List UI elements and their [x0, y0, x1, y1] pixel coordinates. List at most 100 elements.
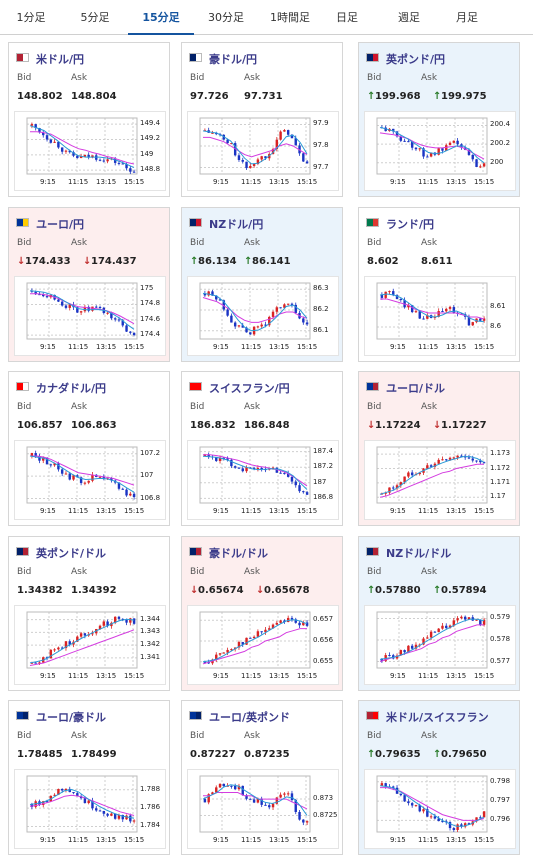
rate-card[interactable]: 豪ドル/円 Bid Ask 97.726 97.731 97.9 97.8 97.7 9:15 1… — [181, 42, 343, 197]
candle-body — [60, 469, 64, 474]
candle-body — [45, 457, 49, 465]
ask-label: Ask — [421, 567, 438, 577]
candle-body — [437, 148, 440, 155]
x-tick-label: 9:15 — [40, 672, 56, 680]
candlestick-chart[interactable]: 8.61 8.6 9:15 11:15 13:15 15:15 — [364, 276, 516, 356]
candlestick-chart[interactable]: 86.3 86.2 86.1 9:15 11:15 13:15 15:15 — [187, 276, 339, 356]
rate-card[interactable]: スイスフラン/円 Bid Ask 186.832 186.848 187.4 187.2 18… — [181, 371, 343, 526]
candle-body — [113, 318, 117, 320]
candlestick-chart[interactable]: 187.4 187.2 187 186.8 9:15 11:15 13:15 15:15 — [187, 440, 339, 520]
rate-card[interactable]: ユーロ/英ポンド Bid Ask 0.87227 0.87235 0.873 0.8725 9… — [181, 700, 343, 855]
x-tick-label: 9:15 — [40, 507, 56, 515]
rate-card[interactable]: ユーロ/ドル Bid Ask ↓ 1.17224 ↓ 1.17227 1.173 1.172 1.… — [358, 371, 520, 526]
candle-body — [110, 478, 113, 481]
tab-6[interactable]: 週足 — [398, 11, 420, 24]
candlestick-chart[interactable]: 107.2 107 106.8 9:15 11:15 13:15 15:15 — [14, 440, 166, 520]
candle-body — [294, 619, 297, 623]
rate-card[interactable]: ユーロ/円 Bid Ask ↓ 174.433 ↓ 174.437 175 174.8 174.6… — [8, 207, 170, 362]
rate-card[interactable]: 英ポンド/円 Bid Ask ↑ 199.968 ↑ 199.975 200.4 200.2 20… — [358, 42, 520, 197]
pair-name[interactable]: ユーロ/円 — [36, 218, 85, 231]
rate-card[interactable]: ユーロ/豪ドル Bid Ask 1.78485 1.78499 1.788 1.786 1.7… — [8, 700, 170, 855]
candlestick-chart[interactable]: 0.798 0.797 0.796 9:15 11:15 13:15 15:15 — [364, 769, 516, 849]
pair-name[interactable]: 豪ドル/円 — [209, 53, 258, 66]
candle-body — [132, 332, 136, 336]
rate-card[interactable]: 豪ドル/ドル Bid Ask ↓ 0.65674 ↓ 0.65678 0.657 0.656 0.… — [181, 536, 343, 691]
bid-value: 1.34382 — [17, 585, 63, 596]
tab-3[interactable]: 30分足 — [208, 11, 244, 24]
candle-body — [68, 473, 71, 480]
chart-plot — [376, 117, 488, 175]
pair-name[interactable]: ユーロ/英ポンド — [209, 711, 291, 724]
ask-label: Ask — [421, 238, 438, 248]
candle-body — [95, 808, 98, 811]
candle-body — [441, 311, 444, 313]
tab-4[interactable]: 1時間足 — [270, 11, 310, 24]
candlestick-chart[interactable]: 97.9 97.8 97.7 9:15 11:15 13:15 15:15 — [187, 111, 339, 191]
candlestick-chart[interactable]: 0.873 0.8725 9:15 11:15 13:15 15:15 — [187, 769, 339, 849]
bid-label: Bid — [367, 402, 382, 412]
moving-average-short — [29, 125, 135, 169]
pair-name[interactable]: NZドル/ドル — [386, 547, 452, 560]
candle-body — [283, 130, 286, 132]
y-tick-label: 149.2 — [140, 134, 161, 143]
pair-name[interactable]: ランド/円 — [386, 218, 435, 231]
tab-7[interactable]: 月足 — [456, 11, 478, 24]
tab-2[interactable]: 15分足 — [128, 0, 194, 35]
pair-name[interactable]: スイスフラン/円 — [209, 382, 290, 395]
flag-icon — [366, 711, 379, 720]
pair-name[interactable]: 米ドル/円 — [36, 53, 85, 66]
pair-name[interactable]: 米ドル/スイスフラン — [386, 711, 489, 724]
rate-card[interactable]: 米ドル/スイスフラン Bid Ask ↑ 0.79635 ↑ 0.79650 0.798 0.7… — [358, 700, 520, 855]
candlestick-chart[interactable]: 175 174.8 174.6 174.4 9:15 11:15 13:15 15:15 — [14, 276, 166, 356]
moving-average-short — [379, 456, 485, 495]
candlestick-chart[interactable]: 1.788 1.786 1.784 9:15 11:15 13:15 15:15 — [14, 769, 166, 849]
pair-name[interactable]: 豪ドル/ドル — [209, 547, 269, 560]
pair-name[interactable]: 英ポンド/ドル — [36, 547, 107, 560]
arrow-up-icon: ↑ — [433, 749, 442, 760]
arrow-up-icon: ↑ — [244, 256, 253, 267]
tab-5[interactable]: 日足 — [336, 11, 358, 24]
timeframe-tabs: 1分足 5分足 15分足 30分足 1時間足 日足 週足 月足 — [0, 0, 533, 35]
x-tick-label: 9:15 — [213, 836, 229, 844]
candle-body — [305, 622, 309, 626]
candlestick-chart[interactable]: 0.579 0.578 0.577 9:15 11:15 13:15 15:15 — [364, 605, 516, 685]
pair-name[interactable]: カナダドル/円 — [36, 382, 107, 395]
pair-name[interactable]: ユーロ/ドル — [386, 382, 446, 395]
plot-frame — [26, 282, 138, 340]
candlestick-chart[interactable]: 149.4 149.2 149 148.8 9:15 11:15 13:15 15:15 — [14, 111, 166, 191]
ask-value: 186.848 — [244, 420, 290, 431]
rate-card[interactable]: カナダドル/円 Bid Ask 106.857 106.863 107.2 107 106.8… — [8, 371, 170, 526]
rate-card[interactable]: 米ドル/円 Bid Ask 148.802 148.804 149.4 149.2 149 14… — [8, 42, 170, 197]
pair-name[interactable]: 英ポンド/円 — [386, 53, 446, 66]
candle-body — [64, 641, 68, 649]
candle-body — [72, 792, 75, 794]
plot-frame — [26, 446, 138, 504]
x-tick-label: 15:15 — [474, 343, 495, 351]
candle-body — [286, 130, 290, 135]
flag-icon — [189, 382, 202, 391]
x-tick-label: 15:15 — [474, 836, 495, 844]
pair-name[interactable]: ユーロ/豪ドル — [36, 711, 107, 724]
pair-name[interactable]: NZドル/円 — [209, 218, 264, 231]
candle-body — [98, 306, 102, 308]
candle-body — [45, 296, 49, 298]
chart-plot — [26, 611, 138, 669]
candle-body — [79, 477, 83, 484]
rate-card[interactable]: ランド/円 Bid Ask 8.602 8.611 8.61 8.6 9:15 11:15 13:… — [358, 207, 520, 362]
tab-1[interactable]: 5分足 — [80, 11, 110, 24]
rate-card[interactable]: 英ポンド/ドル Bid Ask 1.34382 1.34392 1.344 1.343 1.3… — [8, 536, 170, 691]
candle-body — [53, 463, 56, 466]
candlestick-chart[interactable]: 1.344 1.343 1.342 1.341 9:15 11:15 13:15 15:15 — [14, 605, 166, 685]
candlestick-chart[interactable]: 0.657 0.656 0.655 9:15 11:15 13:15 15:15 — [187, 605, 339, 685]
candle-body — [132, 820, 136, 822]
candlestick-chart[interactable]: 200.4 200.2 200 9:15 11:15 13:15 15:15 — [364, 111, 516, 191]
rate-card[interactable]: NZドル/ドル Bid Ask ↑ 0.57880 ↑ 0.57894 0.579 0.578 0… — [358, 536, 520, 691]
candle-body — [384, 291, 387, 298]
tab-0[interactable]: 1分足 — [16, 11, 46, 24]
candle-body — [60, 788, 64, 791]
candlestick-chart[interactable]: 1.173 1.172 1.171 1.17 9:15 11:15 13:15 15:15 — [364, 440, 516, 520]
x-tick-label: 9:15 — [390, 672, 406, 680]
rate-card[interactable]: NZドル/円 Bid Ask ↑ 86.134 ↑ 86.141 86.3 86.2 86.1 9:… — [181, 207, 343, 362]
y-tick-label: 0.798 — [490, 776, 511, 785]
candle-body — [392, 786, 395, 788]
